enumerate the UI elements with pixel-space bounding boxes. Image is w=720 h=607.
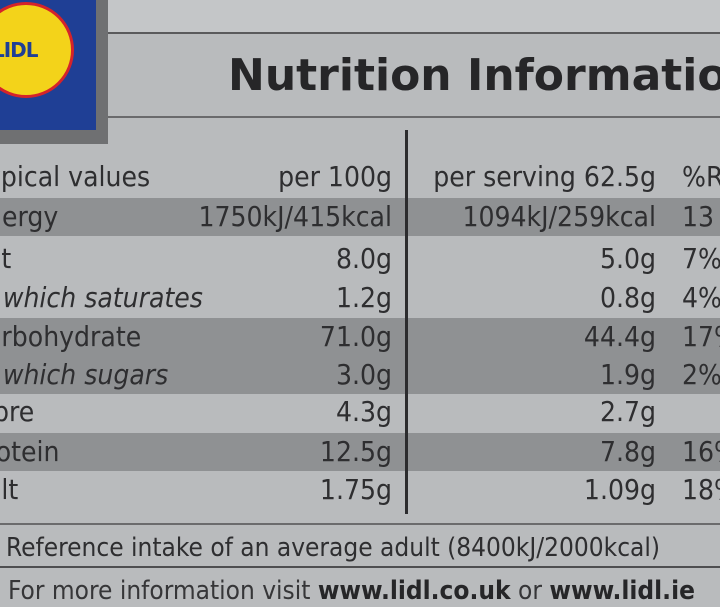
table-bottom-rule [0, 523, 720, 525]
lidl-logo-text: LIDL [0, 38, 39, 62]
more-info-or: or [510, 576, 550, 606]
packaging-top-band [0, 0, 720, 32]
header-ri: %RI [682, 160, 720, 193]
value-per-100g: 1750kJ/415kcal [198, 200, 392, 233]
nutrient-name: arbohydrate [0, 320, 142, 353]
table-row: alt 1.75g 1.09g 18% [0, 471, 720, 509]
table-row: nergy 1750kJ/415kcal 1094kJ/259kcal 13 [0, 198, 720, 236]
reference-rule [0, 566, 720, 568]
column-divider [405, 130, 408, 514]
value-per-100g: 4.3g [335, 395, 392, 428]
value-ri: 18% [682, 473, 720, 506]
table-row: f which saturates 1.2g 0.8g 4% [0, 279, 720, 317]
table-row: f which sugars 3.0g 1.9g 2% [0, 356, 720, 394]
more-info-text: For more information visit www.lidl.co.u… [8, 574, 695, 607]
value-per-100g: 12.5g [319, 435, 392, 468]
more-info-prefix: For more information visit [8, 576, 318, 606]
value-per-serving: 1.9g [599, 358, 656, 391]
value-ri: 17% [682, 320, 720, 353]
value-per-serving: 1094kJ/259kcal [462, 200, 656, 233]
lidl-ie-url: www.lidl.ie [549, 576, 695, 606]
value-ri: 4% [682, 281, 720, 314]
value-per-100g: 3.0g [335, 358, 392, 391]
value-per-100g: 8.0g [335, 242, 392, 275]
header-typical-values: ypical values [0, 160, 151, 193]
header-per-serving: per serving 62.5g [433, 160, 656, 193]
value-per-serving: 5.0g [599, 242, 656, 275]
lidl-uk-url: www.lidl.co.uk [317, 576, 511, 606]
reference-intake-note: Reference intake of an average adult (84… [6, 533, 661, 563]
value-ri: 16% [682, 435, 720, 468]
lidl-logo: LIDL [0, 0, 96, 130]
value-per-serving: 2.7g [599, 395, 656, 428]
value-per-100g: 1.2g [335, 281, 392, 314]
value-per-serving: 0.8g [599, 281, 656, 314]
value-per-serving: 7.8g [599, 435, 656, 468]
value-ri: 2% [682, 358, 720, 391]
value-per-serving: 1.09g [583, 473, 656, 506]
value-ri: 7% [682, 242, 720, 275]
value-per-serving: 44.4g [583, 320, 656, 353]
value-per-100g: 71.0g [319, 320, 392, 353]
table-row: at 8.0g 5.0g 7% [0, 240, 720, 278]
nutrient-name: f which sugars [0, 358, 169, 391]
nutrient-name: at [0, 242, 12, 275]
value-per-100g: 1.75g [319, 473, 392, 506]
table-row: rotein 12.5g 7.8g 16% [0, 433, 720, 471]
table-row: ibre 4.3g 2.7g [0, 393, 720, 431]
nutrient-name: f which saturates [0, 281, 203, 314]
nutrient-name: rotein [0, 435, 60, 468]
top-rule [108, 32, 720, 34]
table-row: arbohydrate 71.0g 44.4g 17% [0, 318, 720, 356]
nutrition-title: Nutrition Information [228, 50, 720, 101]
table-header-row: ypical values per 100g per serving 62.5g… [0, 158, 720, 196]
lidl-logo-circle [0, 2, 74, 98]
nutrient-name: nergy [0, 200, 59, 233]
nutrient-name: ibre [0, 395, 35, 428]
title-rule [108, 116, 720, 118]
header-per-100g: per 100g [278, 160, 392, 193]
value-ri: 13 [682, 200, 715, 233]
nutrient-name: alt [0, 473, 19, 506]
